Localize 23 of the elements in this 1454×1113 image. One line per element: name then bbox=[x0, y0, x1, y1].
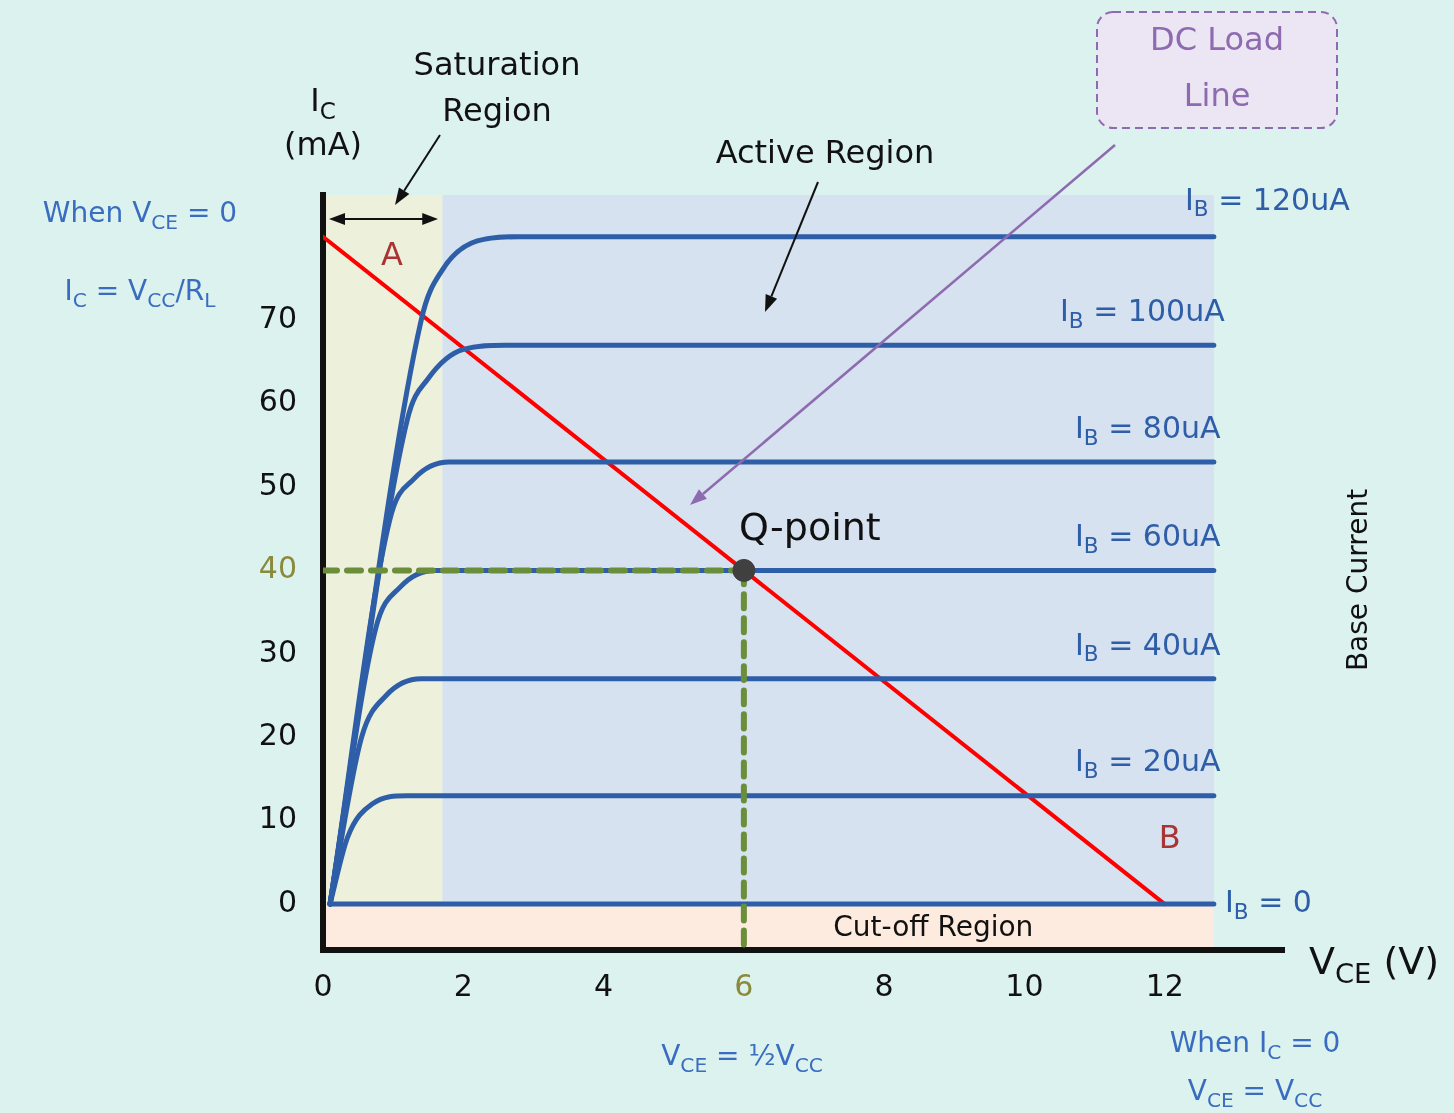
band-label: Cut-off Region bbox=[833, 910, 1034, 944]
y-tick-label: 30 bbox=[258, 633, 297, 669]
text: DC Load Line bbox=[1150, 20, 1284, 115]
y-tick-label: 10 bbox=[258, 800, 297, 836]
x-tick-label: 4 bbox=[594, 967, 614, 1003]
y-tick-label: 40 bbox=[258, 550, 297, 586]
text: Active Region bbox=[715, 133, 935, 172]
x-tick-label: 6 bbox=[734, 967, 754, 1003]
text: Saturation Region bbox=[413, 45, 581, 130]
x-tick-label: 10 bbox=[1005, 967, 1044, 1003]
x-tick-label: 12 bbox=[1145, 967, 1184, 1003]
x-tick-label: 2 bbox=[453, 967, 473, 1003]
y-tick-label: 50 bbox=[258, 466, 297, 502]
y-tick-label: 70 bbox=[258, 299, 297, 335]
text: Base Current bbox=[1341, 488, 1375, 672]
x-tick-label: 0 bbox=[313, 967, 333, 1003]
annotation: Q-point bbox=[739, 505, 881, 550]
annotation: A bbox=[381, 235, 404, 274]
y-tick-label: 20 bbox=[258, 717, 297, 753]
annotation: B bbox=[1158, 818, 1181, 857]
y-tick-label: 60 bbox=[258, 383, 297, 419]
y-tick-label: 0 bbox=[277, 883, 297, 919]
x-tick-label: 8 bbox=[874, 967, 894, 1003]
